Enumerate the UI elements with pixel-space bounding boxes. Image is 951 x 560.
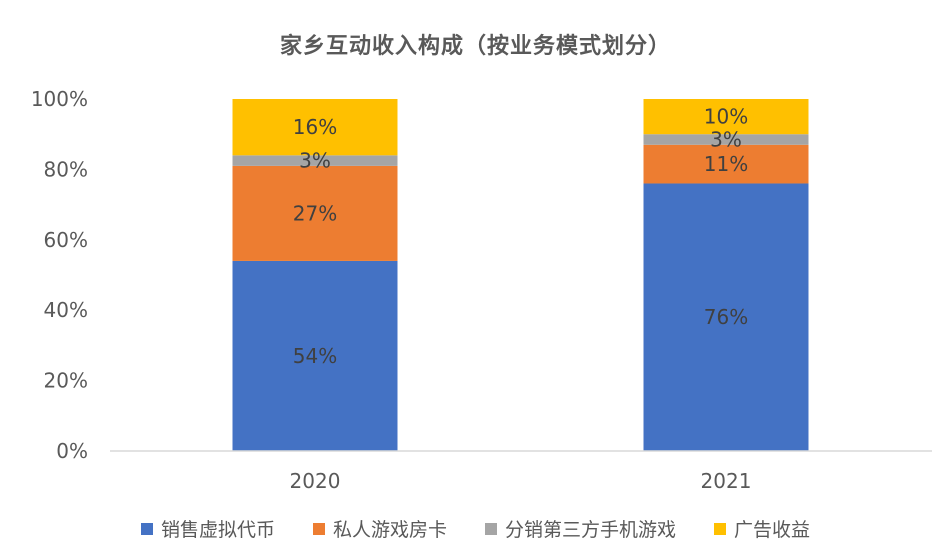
legend-label: 广告收益 — [734, 519, 811, 541]
y-tick-label: 100% — [31, 87, 88, 111]
legend-label: 销售虚拟代币 — [160, 519, 275, 541]
legend-item: 私人游戏房卡 — [312, 515, 447, 542]
legend-item: 销售虚拟代币 — [140, 515, 275, 542]
data-label: 76% — [704, 305, 748, 329]
y-tick-label: 0% — [56, 439, 88, 463]
bar-segment — [643, 134, 809, 145]
y-axis-labels: 0% 20% 40% 60% 80% 100% — [31, 87, 88, 463]
chart-title: 家乡互动收入构成（按业务模式划分） — [279, 34, 671, 59]
data-label: 3% — [299, 149, 331, 173]
legend: 销售虚拟代币 私人游戏房卡 分销第三方手机游戏 广告收益 — [0, 515, 951, 542]
bar-segment — [643, 183, 809, 452]
legend-item: 分销第三方手机游戏 — [485, 515, 676, 542]
x-axis-labels: 2020 2021 — [290, 469, 752, 493]
x-tick-label: 2021 — [701, 469, 752, 493]
bars — [232, 99, 809, 452]
bar-segment — [232, 165, 398, 261]
y-tick-label: 60% — [44, 228, 88, 252]
legend-swatch — [140, 522, 153, 535]
data-label: 10% — [704, 105, 748, 129]
data-label: 3% — [710, 127, 742, 151]
legend-swatch — [312, 522, 325, 535]
legend-item: 广告收益 — [714, 515, 810, 542]
legend-label: 分销第三方手机游戏 — [505, 519, 677, 541]
x-tick-label: 2020 — [290, 469, 341, 493]
data-label: 54% — [293, 344, 337, 368]
legend-label: 私人游戏房卡 — [332, 519, 447, 541]
data-labels: 54%27%3%16%76%11%3%10% — [293, 105, 748, 368]
legend-swatch — [485, 522, 497, 535]
y-tick-label: 40% — [44, 298, 88, 322]
bar-segment — [643, 99, 809, 135]
bar-segment — [232, 260, 398, 451]
y-tick-label: 20% — [44, 369, 88, 393]
data-label: 27% — [293, 201, 337, 225]
bar-segment — [643, 144, 809, 184]
bar-segment — [232, 155, 398, 166]
data-label: 16% — [293, 115, 337, 139]
data-label: 11% — [704, 152, 748, 176]
legend-swatch — [714, 522, 727, 535]
y-tick-label: 80% — [44, 157, 88, 181]
bar-segment — [232, 99, 398, 156]
